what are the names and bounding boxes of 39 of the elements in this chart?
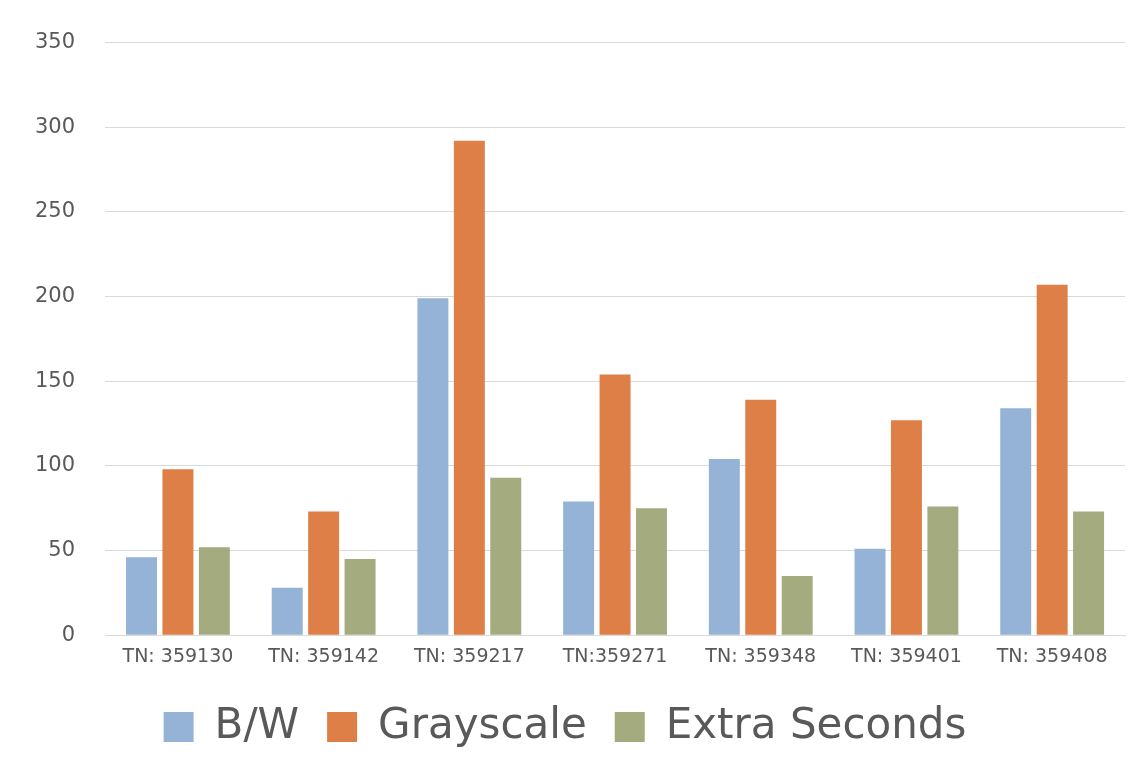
bar bbox=[344, 559, 376, 635]
y-tick-label: 100 bbox=[34, 452, 76, 477]
bar bbox=[599, 374, 631, 635]
y-tick-label: 50 bbox=[48, 537, 76, 561]
legend-label: Extra Seconds bbox=[665, 698, 967, 748]
y-tick-label: 150 bbox=[34, 367, 76, 392]
bar bbox=[1036, 284, 1068, 635]
bar bbox=[271, 587, 303, 635]
bar bbox=[635, 508, 667, 635]
legend-label: B/W bbox=[214, 698, 300, 748]
x-tick-label: TN: 359142 bbox=[267, 643, 380, 666]
legend-label: Grayscale bbox=[378, 698, 587, 748]
bar bbox=[308, 511, 340, 635]
bar bbox=[453, 140, 485, 635]
y-tick-label: 300 bbox=[34, 113, 76, 138]
x-tick-label: TN: 359401 bbox=[850, 643, 962, 666]
bar bbox=[417, 298, 449, 635]
bar bbox=[745, 399, 777, 635]
bar bbox=[890, 420, 922, 635]
x-tick-label: TN:359271 bbox=[561, 643, 668, 666]
x-tick-label: TN: 359348 bbox=[704, 643, 817, 666]
y-tick-label: 0 bbox=[61, 621, 76, 646]
bar bbox=[708, 459, 740, 635]
bar bbox=[927, 506, 959, 635]
x-tick-label: TN: 359217 bbox=[412, 643, 525, 666]
bar bbox=[126, 557, 157, 635]
bar bbox=[563, 501, 595, 635]
bar bbox=[854, 548, 886, 635]
x-tick-label: TN: 359408 bbox=[995, 643, 1108, 666]
x-tick-label: TN: 359130 bbox=[121, 643, 234, 666]
bar bbox=[162, 469, 194, 635]
y-tick-label: 250 bbox=[34, 198, 76, 223]
bar bbox=[1000, 408, 1032, 635]
bar bbox=[490, 477, 522, 635]
bar bbox=[1073, 511, 1105, 635]
bar bbox=[781, 575, 813, 635]
y-tick-label: 200 bbox=[34, 283, 76, 308]
bar bbox=[198, 547, 230, 635]
y-tick-label: 350 bbox=[34, 29, 76, 54]
